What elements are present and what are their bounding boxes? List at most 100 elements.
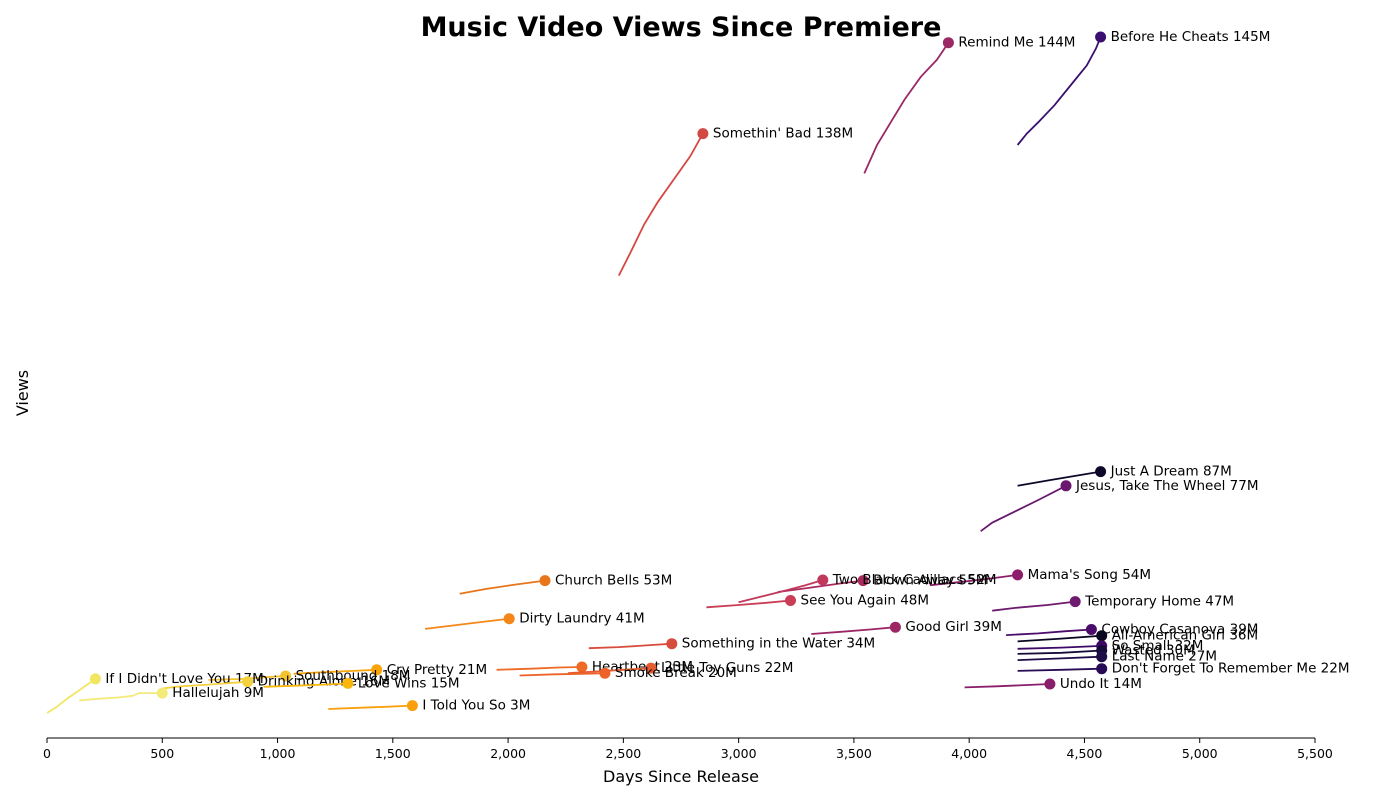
series-label: Jesus, Take The Wheel 77M bbox=[1075, 478, 1259, 494]
x-tick-label: 2,500 bbox=[605, 746, 641, 761]
series-line bbox=[964, 683, 1050, 689]
series-label: Don't Forget To Remember Me 22M bbox=[1112, 661, 1350, 677]
series-line bbox=[519, 672, 605, 677]
series-group: Temporary Home 47M bbox=[992, 594, 1234, 612]
series-line bbox=[1016, 36, 1102, 146]
x-tick-label: 500 bbox=[150, 746, 174, 761]
series-endpoint bbox=[406, 700, 418, 712]
series-group: Good Girl 39M bbox=[811, 619, 1002, 635]
series-endpoint bbox=[539, 575, 551, 587]
series-endpoint bbox=[785, 595, 796, 606]
series-endpoint bbox=[697, 128, 709, 140]
series-label: Somethin' Bad 138M bbox=[713, 126, 853, 142]
x-tick-label: 5,500 bbox=[1297, 746, 1333, 761]
series-line bbox=[992, 600, 1076, 612]
series-group: Church Bells 53M bbox=[459, 573, 672, 595]
series-endpoint bbox=[1012, 569, 1024, 581]
series-endpoint bbox=[280, 670, 292, 682]
series-group: Cowboy Casanova 39M bbox=[1006, 622, 1258, 638]
series-label: Little Toy Guns 22M bbox=[661, 660, 793, 676]
series-line bbox=[777, 579, 864, 593]
series-line bbox=[79, 692, 163, 702]
series-label: Remind Me 144M bbox=[958, 35, 1075, 51]
series-line bbox=[162, 680, 248, 690]
series-line bbox=[980, 484, 1067, 532]
series-line bbox=[293, 668, 377, 675]
series-endpoint bbox=[242, 676, 254, 688]
series-line bbox=[208, 675, 286, 681]
x-tick-label: 3,500 bbox=[836, 746, 872, 761]
series-group: Dirty Laundry 41M bbox=[424, 611, 645, 630]
series-label: Blown Away 55M bbox=[873, 573, 987, 589]
series-endpoint bbox=[1096, 651, 1108, 663]
y-axis-label: Views bbox=[13, 370, 32, 416]
series-line bbox=[617, 133, 704, 277]
series-label: Cry Pretty 21M bbox=[387, 662, 487, 678]
x-tick-label: 1,500 bbox=[375, 746, 411, 761]
series-endpoint bbox=[1096, 630, 1108, 642]
series-label: Last Name 27M bbox=[1112, 649, 1217, 665]
series-line bbox=[459, 579, 546, 595]
series-line bbox=[1017, 667, 1102, 672]
series-group: Mama's Song 54M bbox=[929, 567, 1151, 587]
x-axis-label: Days Since Release bbox=[603, 767, 759, 786]
x-tick-label: 4,000 bbox=[951, 746, 987, 761]
x-tick-label: 1,000 bbox=[260, 746, 296, 761]
series-label: All-American Girl 36M bbox=[1112, 628, 1258, 644]
series-line bbox=[588, 642, 672, 650]
series-group: Remind Me 144M bbox=[863, 35, 1075, 174]
series-line bbox=[811, 626, 896, 635]
series-layer: Before He Cheats 145M Remind Me 144M Somet… bbox=[46, 29, 1350, 714]
series-label: Hallelujah 9M bbox=[172, 685, 264, 701]
x-tick-label: 4,500 bbox=[1067, 746, 1103, 761]
series-group: See You Again 48M bbox=[706, 593, 929, 609]
x-axis: 0 500 1,000 1,500 2,000 2,500 3,000 3,500 4,000 4… bbox=[43, 737, 1333, 761]
series-label: Smoke Break 20M bbox=[615, 665, 737, 681]
series-label: Just A Dream 87M bbox=[1110, 464, 1232, 480]
series-line bbox=[706, 599, 791, 609]
series-line bbox=[738, 579, 824, 604]
series-line bbox=[1017, 649, 1102, 655]
series-endpoint bbox=[576, 661, 588, 673]
series-endpoint bbox=[371, 664, 383, 676]
series-line bbox=[929, 574, 1018, 587]
series-endpoint bbox=[857, 575, 869, 587]
series-label: Two Black Cadillacs 52M bbox=[832, 572, 997, 588]
series-endpoint bbox=[666, 638, 678, 650]
series-label: Love Wins 15M bbox=[358, 675, 460, 691]
series-group: Last Name 27M bbox=[1017, 649, 1217, 665]
series-label: Something in the Water 34M bbox=[682, 636, 875, 652]
series-group: Blown Away 55M bbox=[777, 573, 987, 593]
series-line bbox=[263, 682, 348, 688]
series-endpoint bbox=[1096, 663, 1108, 675]
series-group: Undo It 14M bbox=[964, 676, 1142, 692]
series-group: Hallelujah 9M bbox=[79, 685, 264, 702]
series-line bbox=[1017, 634, 1102, 643]
series-endpoint bbox=[1069, 596, 1081, 608]
series-label: Undo It 14M bbox=[1060, 676, 1142, 692]
series-label: Dirty Laundry 41M bbox=[519, 611, 644, 627]
series-endpoint bbox=[1085, 624, 1097, 635]
x-tick-label: 0 bbox=[43, 746, 51, 761]
series-endpoint bbox=[817, 574, 829, 586]
series-endpoint bbox=[1095, 466, 1107, 478]
x-tick-label: 2,000 bbox=[490, 746, 526, 761]
x-tick-label: 3,000 bbox=[721, 746, 757, 761]
series-endpoint bbox=[156, 687, 168, 699]
series-endpoint bbox=[89, 673, 101, 685]
series-group: Before He Cheats 145M bbox=[1016, 29, 1271, 146]
series-endpoint bbox=[889, 621, 901, 633]
series-group: Jesus, Take The Wheel 77M bbox=[980, 478, 1259, 532]
series-label: Mama's Song 54M bbox=[1028, 567, 1151, 583]
series-endpoint bbox=[599, 667, 611, 679]
series-group: Love Wins 15M bbox=[263, 675, 460, 691]
series-group: Southbound 18M bbox=[208, 668, 410, 684]
series-endpoint bbox=[942, 37, 954, 49]
series-line bbox=[46, 678, 96, 714]
series-label: So Small 32M bbox=[1112, 638, 1204, 654]
series-line bbox=[1017, 645, 1102, 650]
series-label: Before He Cheats 145M bbox=[1111, 29, 1271, 45]
series-label: Temporary Home 47M bbox=[1084, 594, 1234, 610]
series-group: Just A Dream 87M bbox=[1017, 464, 1232, 487]
